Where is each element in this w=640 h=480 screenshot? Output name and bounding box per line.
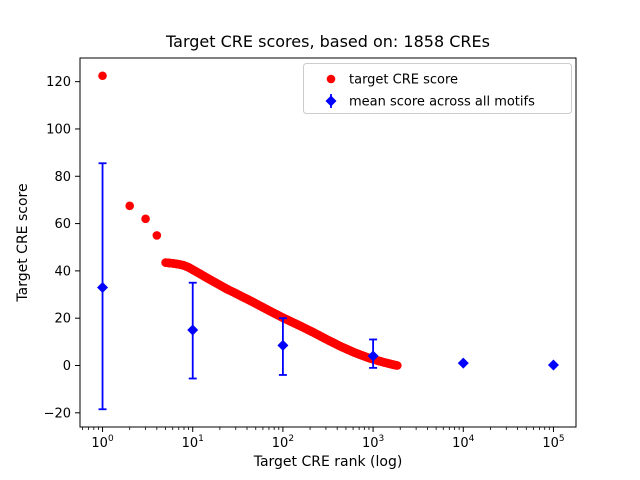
blue-diamond-marker (277, 339, 289, 351)
y-tick-label: 0 (63, 359, 71, 374)
x-tick-label: 103 (362, 434, 384, 451)
y-tick-label: 40 (54, 264, 71, 279)
y-axis: −20 0 20 40 60 80 100 120 Target CRE score (15, 75, 80, 421)
red-point (141, 214, 150, 224)
y-tick-label: 60 (54, 217, 71, 232)
red-point (152, 231, 162, 240)
y-axis-label: Target CRE score (15, 183, 31, 302)
x-tick-label: 104 (452, 434, 475, 451)
x-tick-label: 105 (542, 434, 564, 451)
legend: target CRE score mean score across all mo… (303, 63, 572, 114)
legend-marker-circle (326, 74, 336, 84)
x-axis: 100 101 102 103 104 105 Target CRE rank (log) (82, 427, 565, 470)
chart-title: Target CRE scores, based on: 1858 CREs (165, 32, 490, 51)
y-tick-label: 120 (46, 75, 71, 90)
y-tick-label: −20 (44, 406, 71, 421)
plot-frame (79, 57, 577, 428)
x-axis-label: Target CRE rank (log) (253, 454, 403, 470)
red-point (125, 201, 134, 211)
red-point (393, 361, 402, 370)
blue-diamond-marker (367, 350, 379, 362)
blue-diamond-marker (97, 281, 109, 293)
x-tick-label: 101 (182, 434, 204, 451)
legend-label: target CRE score (349, 73, 458, 88)
y-tick-label: 80 (54, 170, 71, 185)
blue-diamond-marker (547, 359, 559, 371)
blue-diamond-marker (187, 324, 199, 336)
x-tick-label: 102 (272, 434, 294, 451)
legend-box (303, 63, 572, 114)
red-series (98, 71, 402, 370)
x-tick-label: 100 (91, 434, 114, 451)
blue-diamond-marker (457, 357, 469, 369)
y-tick-label: 100 (46, 122, 71, 137)
y-tick-label: 20 (54, 312, 71, 327)
legend-marker-diamond (325, 95, 337, 107)
blue-series (97, 162, 559, 411)
red-point (98, 71, 107, 81)
legend-label: mean score across all motifs (349, 95, 535, 110)
